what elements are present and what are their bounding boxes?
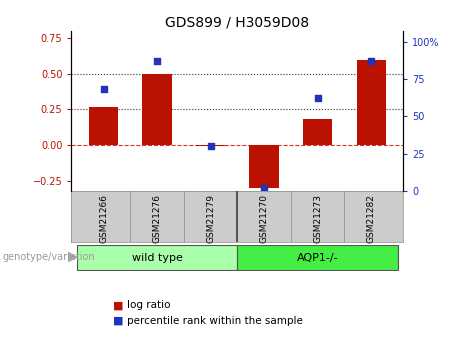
- Text: GSM21273: GSM21273: [313, 194, 322, 243]
- Point: [207, 144, 214, 149]
- Text: genotype/variation: genotype/variation: [2, 252, 95, 262]
- Text: GSM21282: GSM21282: [367, 194, 376, 243]
- Point: [154, 58, 161, 64]
- Point: [314, 96, 321, 101]
- Text: ■: ■: [113, 300, 124, 310]
- FancyBboxPatch shape: [77, 246, 237, 270]
- Text: log ratio: log ratio: [127, 300, 170, 310]
- FancyBboxPatch shape: [237, 246, 398, 270]
- Text: wild type: wild type: [132, 253, 183, 263]
- Text: GSM21270: GSM21270: [260, 194, 269, 243]
- Bar: [89, 107, 118, 145]
- Bar: [142, 74, 172, 145]
- Point: [260, 186, 268, 191]
- Polygon shape: [68, 252, 77, 262]
- Bar: [249, 145, 279, 188]
- Bar: [303, 119, 332, 145]
- Text: GSM21266: GSM21266: [99, 194, 108, 243]
- Text: AQP1-/-: AQP1-/-: [297, 253, 338, 263]
- Bar: [196, 145, 225, 147]
- Title: GDS899 / H3059D08: GDS899 / H3059D08: [165, 16, 309, 30]
- Text: ■: ■: [113, 316, 124, 326]
- Bar: [356, 60, 386, 145]
- Text: GSM21279: GSM21279: [206, 194, 215, 243]
- Text: percentile rank within the sample: percentile rank within the sample: [127, 316, 303, 326]
- Point: [367, 58, 375, 64]
- Point: [100, 87, 107, 92]
- Text: GSM21276: GSM21276: [153, 194, 162, 243]
